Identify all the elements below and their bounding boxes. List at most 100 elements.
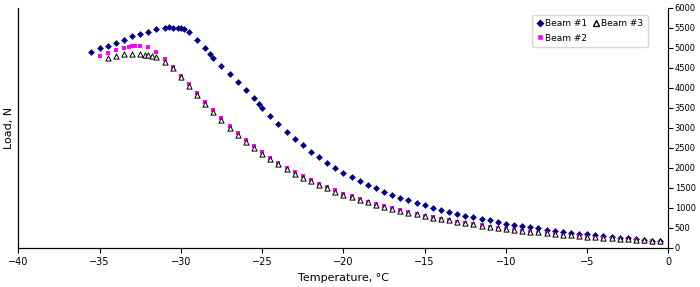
Point [452, 211, 463, 216]
Point [143, 45, 154, 50]
Point [386, 207, 398, 211]
Point [127, 44, 138, 49]
Point [460, 220, 471, 225]
Point [631, 238, 642, 242]
Point [265, 156, 276, 160]
Point [118, 46, 130, 51]
Point [265, 114, 276, 119]
Point [419, 213, 430, 218]
Point [427, 215, 438, 220]
Point [549, 232, 560, 236]
Point [208, 108, 219, 113]
Point [183, 84, 195, 88]
Point [460, 213, 471, 218]
Point [468, 222, 479, 227]
Point [589, 233, 601, 237]
Point [273, 122, 284, 127]
Point [248, 146, 260, 150]
Point [525, 225, 536, 230]
Point [216, 63, 227, 68]
Point [566, 233, 577, 238]
Point [281, 167, 292, 172]
Point [598, 236, 609, 240]
Point [395, 208, 406, 213]
Point [240, 139, 251, 144]
Point [573, 234, 584, 239]
X-axis label: Temperature, °C: Temperature, °C [298, 273, 389, 283]
Point [123, 45, 134, 50]
Point [508, 228, 519, 232]
Point [199, 46, 211, 51]
Point [127, 52, 138, 56]
Point [305, 149, 316, 154]
Point [102, 43, 113, 48]
Point [256, 106, 267, 111]
Point [321, 160, 332, 165]
Point [338, 170, 349, 175]
Point [411, 201, 422, 205]
Point [94, 46, 105, 51]
Point [151, 55, 162, 59]
Point [379, 205, 390, 209]
Point [582, 234, 593, 239]
Point [139, 53, 150, 57]
Point [443, 218, 454, 222]
Point [533, 230, 544, 235]
Point [199, 100, 211, 104]
Point [94, 53, 105, 58]
Point [256, 151, 267, 156]
Point [289, 171, 300, 176]
Point [175, 73, 186, 78]
Point [183, 29, 195, 34]
Point [508, 228, 519, 232]
Point [557, 229, 568, 234]
Point [354, 197, 365, 201]
Point [435, 207, 447, 212]
Point [654, 239, 666, 243]
Point [443, 218, 454, 223]
Point [253, 101, 265, 106]
Point [468, 215, 479, 220]
Point [435, 216, 447, 221]
Point [265, 157, 276, 162]
Point [216, 116, 227, 121]
Point [606, 236, 617, 241]
Point [192, 92, 203, 97]
Point [346, 195, 357, 200]
Point [164, 25, 175, 30]
Point [305, 178, 316, 182]
Point [598, 234, 609, 238]
Point [386, 193, 398, 197]
Point [224, 125, 235, 130]
Point [192, 37, 203, 42]
Point [638, 238, 650, 243]
Point [134, 31, 146, 36]
Point [151, 27, 162, 32]
Point [402, 198, 414, 203]
Point [468, 222, 479, 226]
Point [86, 49, 97, 54]
Point [248, 95, 260, 100]
Point [598, 236, 609, 241]
Point [370, 186, 382, 191]
Point [654, 239, 666, 243]
Point [476, 223, 487, 228]
Point [606, 234, 617, 239]
Point [314, 155, 325, 160]
Point [134, 52, 146, 57]
Point [402, 210, 414, 215]
Point [240, 87, 251, 92]
Point [589, 235, 601, 240]
Point [402, 210, 414, 215]
Point [379, 189, 390, 194]
Point [289, 170, 300, 175]
Point [427, 205, 438, 210]
Point [362, 200, 373, 205]
Point [411, 212, 422, 216]
Point [159, 59, 170, 64]
Point [281, 129, 292, 134]
Point [111, 40, 122, 45]
Point [500, 226, 512, 231]
Point [143, 53, 154, 57]
Point [204, 51, 216, 56]
